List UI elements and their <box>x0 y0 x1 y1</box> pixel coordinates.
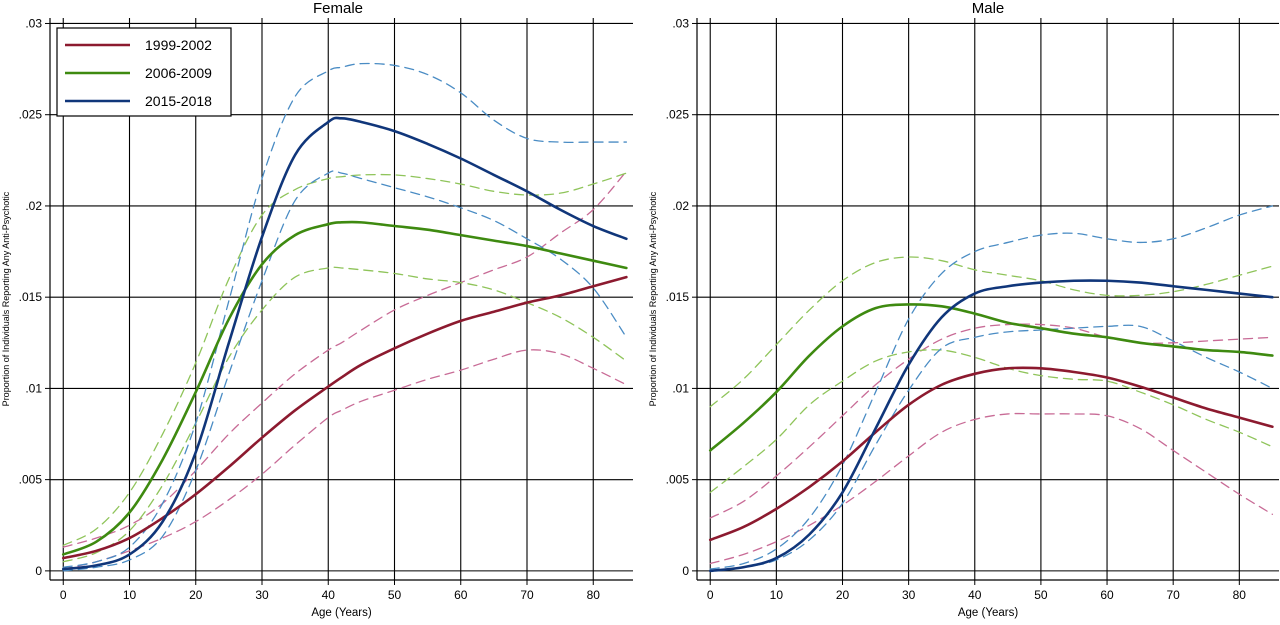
female-series-2015-2018-lower-ci <box>62 170 628 572</box>
female-series-2015-2018 <box>61 116 628 571</box>
male-plot-area <box>697 18 1279 580</box>
male-series-1999-2002-upper-ci <box>709 323 1274 519</box>
female-y-tick-label: .025 <box>19 108 43 122</box>
male-x-tick-label: 10 <box>770 588 784 602</box>
female-series-2006-2009-upper-ci <box>62 172 628 546</box>
female-x-tick-label: 30 <box>255 588 269 602</box>
female-x-tick-label: 0 <box>60 588 67 602</box>
female-x-axis-title: Age (Years) <box>311 607 371 619</box>
female-y-tick-label: .01 <box>25 381 42 395</box>
male-y-tick-label: .02 <box>672 199 689 213</box>
male-x-tick-label: 70 <box>1167 588 1181 602</box>
female-series-2015-2018-upper-ci <box>62 62 628 568</box>
male-series-2015-2018-upper-ci <box>709 205 1274 570</box>
male-x-tick-label: 30 <box>902 588 916 602</box>
male-series-1999-2002 <box>708 366 1274 542</box>
male-series-2015-2018-lower-ci <box>709 324 1274 572</box>
male-x-tick-label: 20 <box>836 588 850 602</box>
male-series-1999-2002-lower-ci <box>709 412 1274 565</box>
male-x-tick-label: 40 <box>968 588 982 602</box>
male-panel-title: Male <box>972 0 1005 17</box>
male-x-axis-title: Age (Years) <box>958 607 1018 619</box>
male-x-tick-label: 80 <box>1233 588 1247 602</box>
female-x-tick-label: 10 <box>123 588 137 602</box>
female-x-tick-label: 80 <box>587 588 601 602</box>
female-y-axis-title: Proportion of Individuals Reporting Any … <box>1 191 11 406</box>
male-y-tick-label: .03 <box>672 16 689 30</box>
female-x-tick-label: 50 <box>388 588 402 602</box>
male-series-2006-2009-lower-ci <box>709 349 1274 494</box>
male-x-tick-label: 50 <box>1034 588 1048 602</box>
male-y-tick-label: .015 <box>666 290 690 304</box>
female-panel: 0 10 20 30 40 50 60 70 80 0 .005 .01 .015 .02 .025 .03 F… <box>1 0 633 619</box>
female-x-tick-label: 20 <box>189 588 203 602</box>
male-series-2015-2018 <box>708 279 1274 573</box>
female-y-tick-label: .015 <box>19 290 43 304</box>
female-x-tick-label: 60 <box>454 588 468 602</box>
male-panel: 0 10 20 30 40 50 60 70 80 0 .005 .01 .015 .02 .025 .03 M… <box>648 0 1279 619</box>
legend-label-1999-2002: 1999-2002 <box>145 37 212 53</box>
legend-label-2015-2018: 2015-2018 <box>145 93 212 109</box>
male-x-tick-label: 60 <box>1100 588 1114 602</box>
female-y-tick-label: 0 <box>35 564 42 578</box>
male-series-2006-2009-upper-ci <box>709 256 1274 408</box>
female-series-1999-2002 <box>61 275 628 560</box>
male-x-tick-label: 0 <box>707 588 714 602</box>
male-y-tick-label: .025 <box>666 108 690 122</box>
female-series-2006-2009 <box>61 220 628 556</box>
female-y-tick-label: .005 <box>19 473 43 487</box>
male-y-tick-label: .005 <box>666 473 690 487</box>
male-series-2006-2009 <box>708 303 1274 452</box>
legend-label-2006-2009: 2006-2009 <box>145 65 212 81</box>
male-y-axis-title: Proportion of Individuals Reporting Any … <box>648 191 658 406</box>
female-y-tick-label: .02 <box>25 199 42 213</box>
female-x-tick-label: 70 <box>520 588 534 602</box>
female-y-tick-label: .03 <box>25 16 42 30</box>
female-panel-title: Female <box>313 0 363 17</box>
female-x-tick-label: 40 <box>322 588 336 602</box>
male-y-tick-label: 0 <box>682 564 689 578</box>
male-y-tick-label: .01 <box>672 381 689 395</box>
